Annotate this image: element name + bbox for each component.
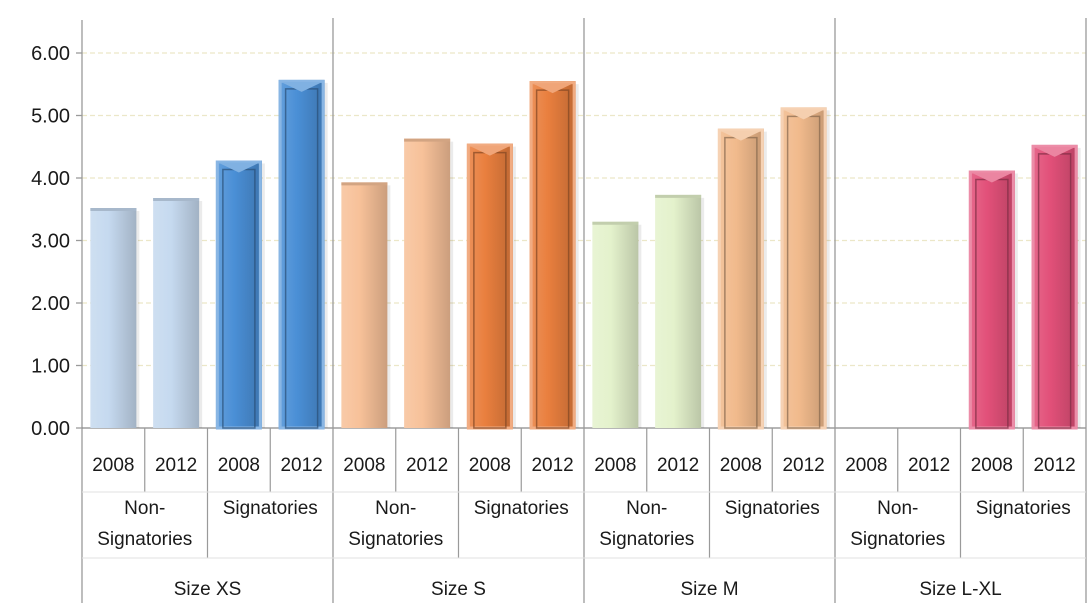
year-label: 2008 — [845, 455, 887, 476]
bar — [278, 79, 328, 430]
group-label: Size M — [680, 579, 738, 600]
subgroup-label: Signatories — [97, 529, 192, 550]
bar-cap — [531, 83, 574, 94]
subgroup-label: Non- — [124, 498, 165, 519]
y-tick-label: 0.00 — [31, 418, 70, 440]
bar-cap — [592, 221, 639, 225]
subgroup-label: Signatories — [348, 529, 443, 550]
bar-cap — [404, 138, 451, 142]
y-tick-label: 6.00 — [31, 43, 70, 65]
bar-body — [341, 182, 388, 428]
bar-cap — [341, 182, 388, 186]
bars — [90, 79, 1081, 430]
bar-cap — [217, 162, 260, 173]
y-tick-label: 1.00 — [31, 356, 70, 378]
subgroup-label: Signatories — [474, 498, 569, 519]
year-label: 2008 — [218, 455, 260, 476]
bar — [90, 208, 140, 428]
year-label: 2012 — [782, 455, 824, 476]
subgroup-label: Signatories — [850, 529, 945, 550]
subgroup-label: Non- — [626, 498, 667, 519]
y-tick-label: 4.00 — [31, 168, 70, 190]
bar — [404, 138, 454, 428]
bar-body — [153, 198, 200, 428]
group-label: Size XS — [174, 579, 242, 600]
year-label: 2008 — [92, 455, 134, 476]
bar-cap — [90, 208, 137, 211]
bar — [968, 170, 1018, 430]
bar-cap — [280, 81, 323, 92]
y-tick-label: 3.00 — [31, 231, 70, 253]
year-label: 2008 — [469, 455, 511, 476]
bar-cap — [655, 194, 702, 198]
group-label: Size L-XL — [919, 579, 1001, 600]
year-label: 2012 — [657, 455, 699, 476]
year-label: 2012 — [531, 455, 573, 476]
gridlines — [82, 52, 1086, 367]
bar-cap — [468, 145, 511, 156]
y-tick-label: 5.00 — [31, 106, 70, 128]
bar — [717, 128, 767, 430]
bar-cap — [970, 172, 1013, 183]
year-label: 2008 — [720, 455, 762, 476]
bar-cap — [719, 130, 762, 141]
year-label: 2008 — [343, 455, 385, 476]
bar-body — [404, 138, 451, 428]
bar — [529, 81, 579, 430]
bar-body — [655, 194, 702, 428]
bar — [1031, 144, 1081, 430]
bar — [215, 160, 265, 430]
bar — [466, 143, 516, 430]
x-axis-categories: 2008 2012 Non- Signatories 2008 2012 Signatori… — [82, 18, 1087, 603]
year-label: 2012 — [1033, 455, 1075, 476]
year-label: 2012 — [280, 455, 322, 476]
y-tick-label: 2.00 — [31, 293, 70, 315]
bar — [592, 221, 642, 428]
bar-cap — [1033, 146, 1076, 157]
group-label: Size S — [431, 579, 486, 600]
subgroup-label: Non- — [375, 498, 416, 519]
year-label: 2012 — [155, 455, 197, 476]
bar-cap — [153, 198, 200, 201]
year-label: 2012 — [908, 455, 950, 476]
bar-cap — [782, 109, 825, 120]
subgroup-label: Signatories — [976, 498, 1071, 519]
year-label: 2008 — [594, 455, 636, 476]
bar — [341, 182, 391, 428]
year-label: 2008 — [971, 455, 1013, 476]
bar-body — [592, 221, 639, 428]
subgroup-label: Signatories — [599, 529, 694, 550]
bar-body — [90, 208, 137, 428]
year-label: 2012 — [406, 455, 448, 476]
subgroup-label: Non- — [877, 498, 918, 519]
subgroup-label: Signatories — [725, 498, 820, 519]
subgroup-label: Signatories — [223, 498, 318, 519]
bar — [655, 194, 705, 428]
bar — [153, 198, 203, 428]
bar — [780, 107, 830, 430]
